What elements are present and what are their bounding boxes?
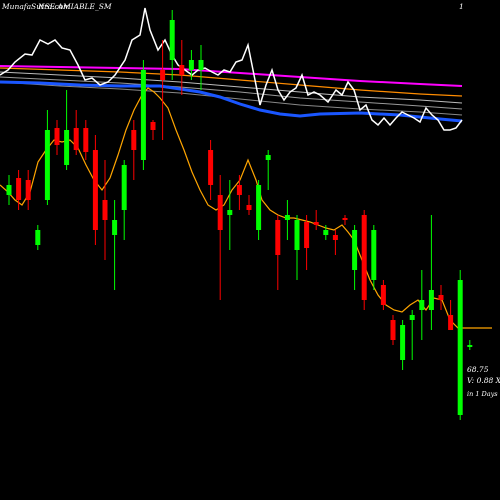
candle-body — [198, 60, 204, 70]
candle-body — [390, 320, 396, 340]
candle-body — [457, 280, 463, 415]
candle-body — [102, 200, 108, 220]
last-price-label: 68.75 — [467, 365, 489, 374]
candle-body — [361, 215, 367, 300]
candle-body — [35, 230, 41, 245]
ma-gray-line-1 — [0, 71, 463, 104]
candle-body — [92, 150, 98, 230]
candle-body — [419, 300, 425, 310]
candle-body — [313, 222, 319, 225]
candle-body — [6, 185, 12, 195]
candle-body — [44, 130, 50, 200]
candle-body — [131, 130, 137, 150]
candle-body — [256, 185, 262, 230]
candle-body — [467, 345, 473, 347]
candle-body — [284, 215, 290, 220]
candle-body — [160, 70, 166, 80]
candle-body — [236, 185, 242, 195]
candle-body — [54, 128, 60, 145]
candle-body — [208, 150, 214, 185]
candle-body — [64, 130, 70, 165]
volume-ratio-label: V: 0.88 X — [467, 376, 500, 385]
ma-gray-line-3 — [0, 81, 463, 116]
candle-body — [294, 220, 300, 250]
candle-body — [438, 295, 444, 300]
candle-body — [323, 230, 329, 235]
candle-body — [342, 218, 348, 220]
candle-body — [227, 210, 233, 215]
candle-body — [265, 155, 271, 160]
ma-blue-line — [0, 80, 463, 123]
candle-body — [246, 205, 252, 210]
candle-body — [25, 180, 31, 200]
candle-body — [400, 325, 406, 360]
period-label: in 1 Days — [467, 390, 498, 398]
candle-body — [217, 195, 223, 230]
candle-body — [179, 65, 185, 75]
candle-body — [140, 70, 146, 160]
candle-body — [275, 220, 281, 255]
candle-body — [352, 230, 358, 270]
candle-body — [304, 222, 310, 248]
ma-magenta-line — [0, 65, 463, 87]
candle-body — [371, 230, 377, 280]
candle-body — [83, 128, 89, 152]
candle-body — [73, 128, 79, 150]
right-label: 1 — [459, 2, 464, 11]
candle-body — [448, 315, 454, 330]
candle-body — [188, 60, 194, 70]
symbol-label: NSE AMIABLE_SM — [37, 2, 112, 11]
candle-body — [169, 20, 175, 60]
ma-gray-line-2 — [0, 76, 463, 110]
candle-body — [428, 290, 434, 310]
volume-line — [0, 7, 463, 131]
candle-body — [332, 235, 338, 240]
candle-body — [121, 165, 127, 210]
candlesticks — [6, 10, 473, 420]
watermark-text: MunafaSutra.com — [1, 2, 70, 11]
candle-body — [16, 178, 22, 200]
candle-body — [112, 220, 118, 235]
candle-body — [150, 122, 156, 130]
candle-body — [409, 315, 415, 320]
candle-body — [380, 285, 386, 305]
